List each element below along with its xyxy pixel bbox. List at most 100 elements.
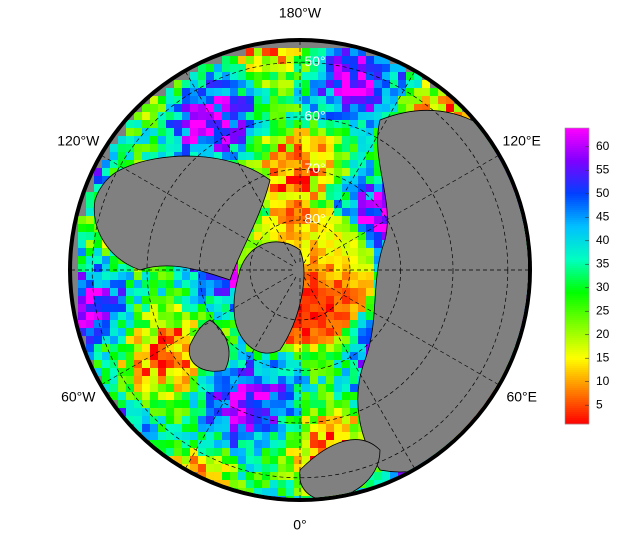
field-cell	[246, 144, 254, 152]
colorbar-band	[565, 164, 589, 167]
field-cell	[318, 208, 326, 216]
field-cell	[270, 48, 278, 56]
field-cell	[294, 448, 302, 456]
field-cell	[334, 328, 342, 336]
field-cell	[158, 152, 166, 160]
colorbar-band	[565, 310, 589, 313]
field-cell	[182, 144, 190, 152]
field-cell	[262, 416, 270, 424]
field-cell	[110, 304, 118, 312]
field-cell	[310, 376, 318, 384]
field-cell	[326, 240, 334, 248]
field-cell	[86, 280, 94, 288]
field-cell	[262, 424, 270, 432]
field-cell	[318, 312, 326, 320]
field-cell	[78, 288, 86, 296]
field-cell	[342, 368, 350, 376]
colorbar-band	[565, 174, 589, 177]
field-cell	[326, 184, 334, 192]
field-cell	[110, 296, 118, 304]
field-cell	[326, 440, 334, 448]
field-cell	[374, 240, 382, 248]
field-cell	[310, 368, 318, 376]
colorbar-band	[565, 346, 589, 349]
field-cell	[326, 264, 334, 272]
field-cell	[254, 144, 262, 152]
field-cell	[238, 464, 246, 472]
colorbar-band	[565, 272, 589, 275]
colorbar-band	[565, 292, 589, 295]
field-cell	[294, 416, 302, 424]
field-cell	[134, 392, 142, 400]
field-cell	[350, 392, 358, 400]
field-cell	[238, 144, 246, 152]
field-cell	[374, 120, 382, 128]
colorbar-band	[565, 412, 589, 415]
field-cell	[182, 432, 190, 440]
field-cell	[358, 168, 366, 176]
field-cell	[366, 320, 374, 328]
field-cell	[294, 184, 302, 192]
field-cell	[310, 256, 318, 264]
field-cell	[246, 112, 254, 120]
field-cell	[358, 352, 366, 360]
field-cell	[182, 360, 190, 368]
field-cell	[246, 488, 254, 496]
field-cell	[246, 136, 254, 144]
field-cell	[150, 312, 158, 320]
field-cell	[350, 88, 358, 96]
field-cell	[278, 408, 286, 416]
colorbar-band	[565, 134, 589, 137]
field-cell	[310, 80, 318, 88]
field-cell	[246, 392, 254, 400]
field-cell	[366, 112, 374, 120]
field-cell	[358, 48, 366, 56]
field-cell	[214, 456, 222, 464]
colorbar-band	[565, 132, 589, 135]
field-cell	[118, 384, 126, 392]
field-cell	[214, 88, 222, 96]
field-cell	[350, 416, 358, 424]
field-cell	[198, 384, 206, 392]
field-cell	[294, 384, 302, 392]
field-cell	[278, 192, 286, 200]
field-cell	[398, 80, 406, 88]
field-cell	[294, 80, 302, 88]
field-cell	[294, 496, 302, 498]
field-cell	[174, 288, 182, 296]
field-cell	[150, 120, 158, 128]
colorbar-band	[565, 200, 589, 203]
field-cell	[270, 432, 278, 440]
field-cell	[358, 144, 366, 152]
meridian-label: 0°	[293, 517, 306, 533]
field-cell	[366, 280, 374, 288]
field-cell	[294, 96, 302, 104]
field-cell	[254, 432, 262, 440]
colorbar-band	[565, 176, 589, 179]
field-cell	[118, 336, 126, 344]
field-cell	[142, 128, 150, 136]
field-cell	[278, 344, 286, 352]
field-cell	[270, 392, 278, 400]
field-cell	[334, 432, 342, 440]
field-cell	[334, 344, 342, 352]
field-cell	[366, 216, 374, 224]
field-cell	[326, 224, 334, 232]
field-cell	[134, 384, 142, 392]
field-cell	[182, 288, 190, 296]
field-cell	[326, 336, 334, 344]
field-cell	[302, 224, 310, 232]
field-cell	[358, 88, 366, 96]
field-cell	[158, 304, 166, 312]
colorbar-band	[565, 388, 589, 391]
field-cell	[350, 256, 358, 264]
field-cell	[238, 416, 246, 424]
field-cell	[230, 144, 238, 152]
field-cell	[238, 56, 246, 64]
field-cell	[390, 80, 398, 88]
colorbar-band	[565, 162, 589, 165]
field-cell	[134, 304, 142, 312]
field-cell	[342, 216, 350, 224]
field-cell	[286, 48, 294, 56]
field-cell	[310, 104, 318, 112]
